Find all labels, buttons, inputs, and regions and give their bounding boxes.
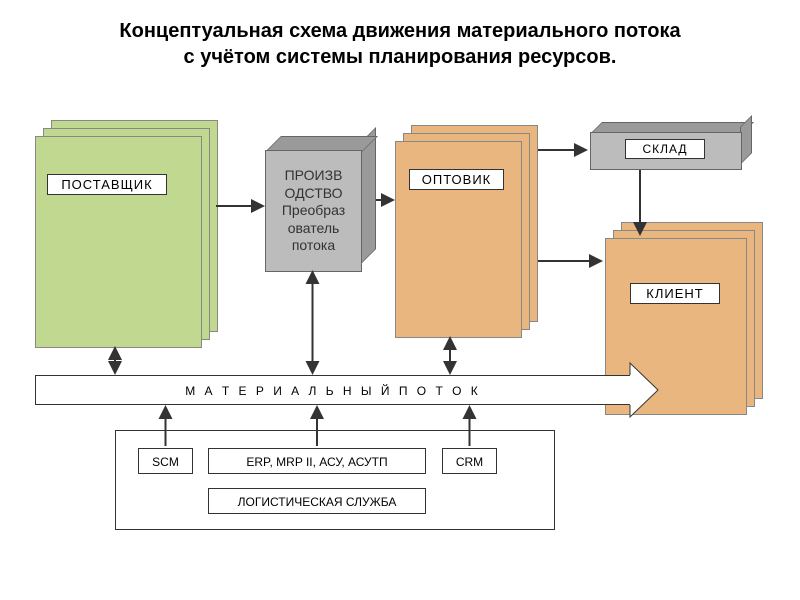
warehouse-label: СКЛАД	[625, 139, 705, 159]
title-line: Концептуальная схема движения материальн…	[0, 18, 800, 44]
supplier-node-label: ПОСТАВЩИК	[47, 174, 167, 195]
erp-box: ERP, MRP II, АСУ, АСУТП	[208, 448, 426, 474]
crm-box-label: CRM	[456, 455, 483, 469]
material-flow-body: М А Т Е Р И А Л Ь Н Ы Й П О Т О К	[35, 375, 630, 405]
material-flow-head-icon	[630, 363, 658, 417]
erp-box-label: ERP, MRP II, АСУ, АСУТП	[246, 455, 387, 469]
production-text-line: ователь	[266, 220, 361, 238]
wholesaler-node-label: ОПТОВИК	[409, 169, 504, 190]
logistics-box-label: ЛОГИСТИЧЕСКАЯ СЛУЖБА	[238, 495, 397, 509]
scm-box: SCM	[138, 448, 193, 474]
material-flow-label: М А Т Е Р И А Л Ь Н Ы Й П О Т О К	[185, 384, 481, 398]
client-node-label: КЛИЕНТ	[630, 283, 720, 304]
logistics-box: ЛОГИСТИЧЕСКАЯ СЛУЖБА	[208, 488, 426, 514]
scm-box-label: SCM	[152, 455, 179, 469]
diagram-title: Концептуальная схема движения материальн…	[0, 18, 800, 70]
production-node: ПРОИЗВОДСТВОПреобразовательпотока	[265, 150, 362, 272]
supplier-node-card	[35, 136, 202, 348]
title-line: с учётом системы планирования ресурсов.	[0, 44, 800, 70]
production-text-line: потока	[266, 237, 361, 255]
production-text-line: ОДСТВО	[266, 185, 361, 203]
systems-container	[115, 430, 555, 530]
production-text-line: Преобраз	[266, 202, 361, 220]
crm-box: CRM	[442, 448, 497, 474]
production-text-line: ПРОИЗВ	[266, 167, 361, 185]
